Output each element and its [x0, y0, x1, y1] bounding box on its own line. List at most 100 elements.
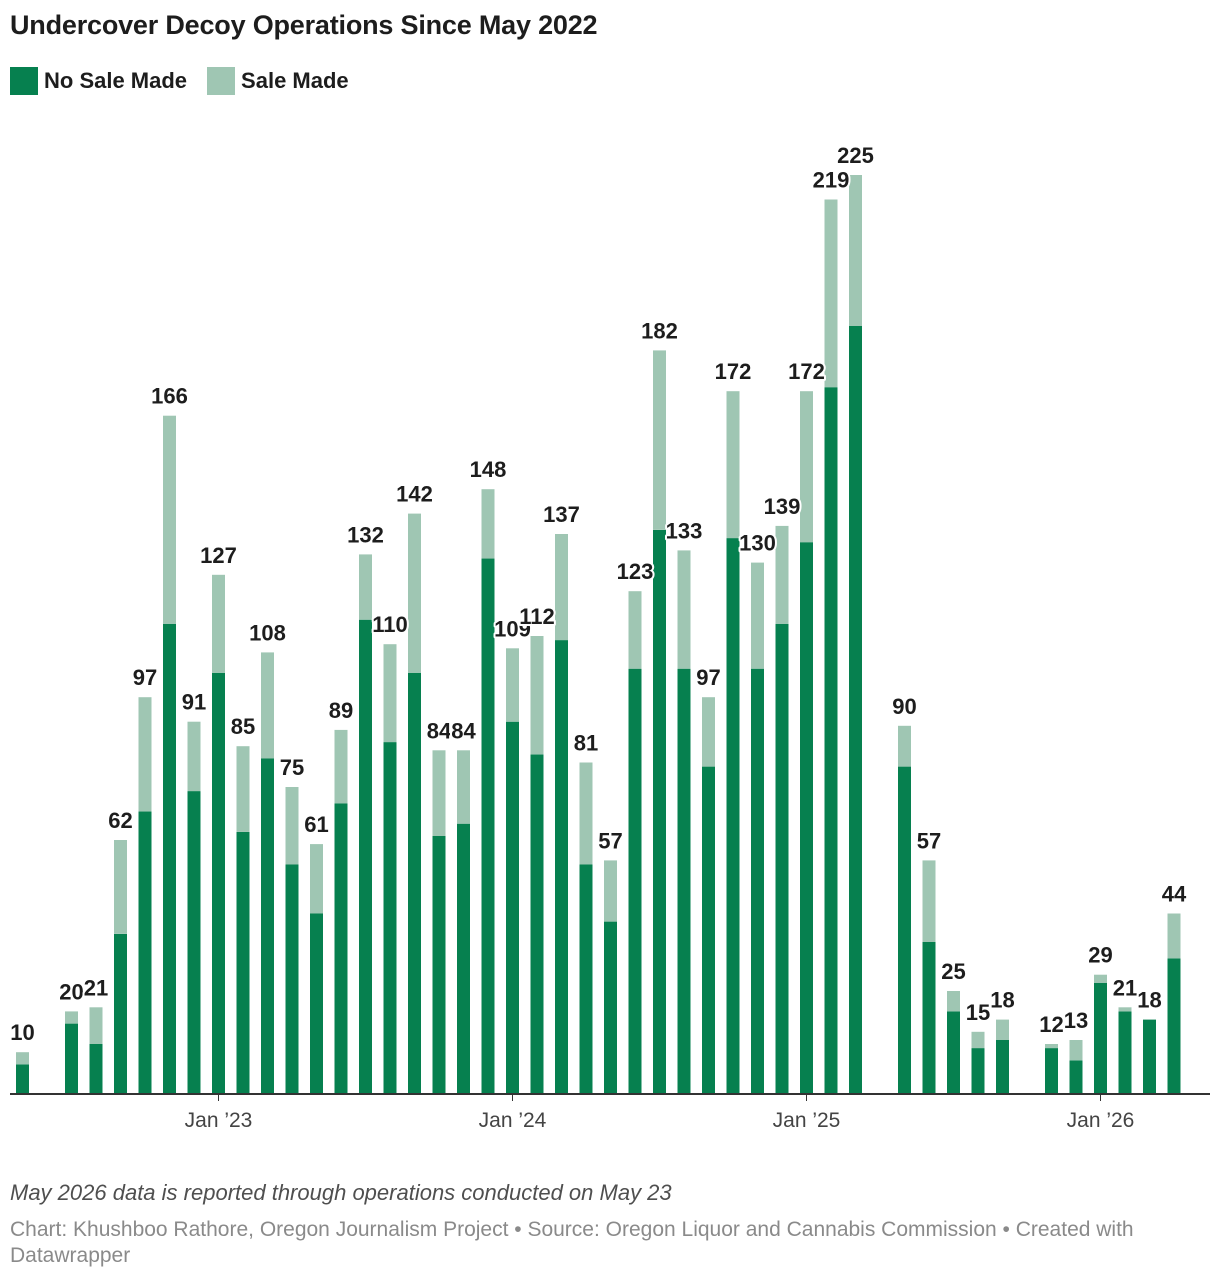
bar-sale-2023-08: [383, 644, 397, 743]
bar-no-sale-2025-03: [849, 326, 862, 1093]
bar-sale-2023-12: [481, 489, 495, 559]
bar-label-2022-10: 97: [133, 665, 157, 690]
bar-no-sale-2025-02: [824, 387, 838, 1093]
bar-no-sale-2022-05: [16, 1064, 29, 1093]
bar-label-2025-08: 15: [966, 1000, 990, 1025]
bar-sale-2024-09: [702, 697, 715, 767]
bar-label-2022-11: 166: [151, 384, 188, 409]
bar-sale-2024-10: [726, 391, 740, 539]
chart-credits: Chart: Khushboo Rathore, Oregon Journali…: [10, 1218, 1134, 1267]
bar-no-sale-2023-02: [236, 831, 250, 1093]
bar-no-sale-2023-12: [481, 558, 495, 1093]
legend-swatch-sale: [207, 67, 236, 95]
bar-label-2025-03: 225: [837, 143, 874, 168]
bar-no-sale-2023-01: [212, 672, 225, 1093]
bar-label-2026-04: 44: [1162, 882, 1187, 907]
legend-item-sale: Sale Made: [207, 67, 349, 95]
bar-sale-2025-07: [947, 991, 960, 1012]
chart-note: May 2026 data is reported through operat…: [10, 1180, 672, 1205]
bar-sale-2023-04: [285, 787, 299, 865]
bar-label-2022-05: 10: [10, 1020, 34, 1045]
bar-sale-2025-11: [1045, 1044, 1058, 1049]
bar-no-sale-2022-08: [89, 1044, 103, 1093]
x-tick-label-2024-01: Jan ’24: [479, 1109, 547, 1132]
bar-sale-2022-05: [16, 1052, 29, 1065]
bar-no-sale-2024-08: [677, 668, 691, 1093]
bar-no-sale-2024-02: [530, 754, 544, 1093]
bar-label-2022-12: 91: [182, 690, 206, 715]
bar-label-2024-06: 123: [617, 559, 654, 584]
bar-label-2023-03: 108: [249, 620, 286, 645]
bar-no-sale-2025-01: [800, 542, 813, 1093]
bar-no-sale-2026-01: [1094, 982, 1107, 1093]
bar-sale-2024-05: [604, 860, 617, 922]
bar-sale-2025-05: [898, 725, 911, 767]
bar-label-2024-05: 57: [598, 828, 622, 853]
bar-sale-2022-11: [163, 415, 176, 624]
bar-label-2024-12: 139: [764, 494, 801, 519]
chart-title: Undercover Decoy Operations Since May 20…: [10, 10, 598, 40]
bar-label-2024-10: 172: [715, 359, 752, 384]
bar-no-sale-2024-11: [751, 668, 764, 1093]
bar-no-sale-2022-09: [114, 933, 127, 1093]
bar-sale-2023-06: [334, 729, 348, 804]
bar-label-2023-05: 61: [304, 812, 328, 837]
bar-no-sale-2024-07: [653, 530, 666, 1093]
bar-sale-2025-03: [849, 175, 862, 326]
bar-label-2025-12: 13: [1064, 1008, 1088, 1033]
bar-label-2025-07: 25: [941, 959, 965, 984]
bar-sale-2024-08: [677, 550, 691, 669]
bar-no-sale-2022-07: [65, 1023, 78, 1093]
legend: No Sale Made Sale Made: [10, 66, 369, 96]
bar-sale-2022-12: [187, 721, 201, 792]
x-tick-label-2026-01: Jan ’26: [1067, 1109, 1135, 1132]
bar-label-2024-07: 182: [641, 318, 678, 343]
bar-sale-2025-02: [824, 199, 838, 388]
bar-label-2026-02: 21: [1113, 975, 1137, 1000]
bar-label-2025-01: 172: [788, 359, 825, 384]
bar-sale-2026-04: [1167, 913, 1181, 959]
bar-label-2023-06: 89: [329, 698, 353, 723]
x-axis-ticks: Jan ’23 Jan ’24 Jan ’25 Jan ’26: [185, 1094, 1135, 1132]
bar-sale-2023-09: [408, 513, 421, 673]
bar-no-sale-2024-10: [726, 538, 740, 1093]
bar-no-sale-2025-09: [996, 1040, 1009, 1093]
bar-no-sale-2024-03: [555, 640, 568, 1093]
bar-no-sale-2025-07: [947, 1011, 960, 1093]
bar-sale-2024-03: [555, 534, 568, 641]
bar-sale-2023-07: [359, 554, 372, 620]
bar-sale-2024-01: [506, 648, 519, 722]
bar-no-sale-2023-04: [285, 864, 299, 1093]
bar-label-2026-03: 18: [1137, 988, 1161, 1013]
bar-no-sale-2023-08: [383, 742, 397, 1093]
bar-sale-2025-12: [1069, 1040, 1083, 1061]
bar-no-sale-2023-10: [432, 836, 446, 1093]
bar-label-2024-03: 137: [543, 502, 580, 527]
bar-no-sale-2026-04: [1167, 958, 1181, 1093]
bar-label-2024-11: 130: [739, 531, 776, 556]
bar-no-sale-2023-07: [359, 619, 372, 1093]
bar-label-2025-02: 219: [813, 168, 850, 193]
bar-no-sale-2025-05: [898, 766, 911, 1093]
bars-layer: [16, 175, 1181, 1093]
bar-label-2023-10: 84: [427, 718, 452, 743]
bar-label-2023-02: 85: [231, 714, 255, 739]
bar-sale-2024-04: [579, 762, 593, 865]
bar-label-2023-12: 148: [470, 457, 507, 482]
legend-label-no-sale: No Sale Made: [44, 68, 188, 93]
bar-label-2022-08: 21: [84, 975, 108, 1000]
bar-sale-2023-05: [310, 844, 323, 914]
bar-label-2022-09: 62: [108, 808, 132, 833]
bar-no-sale-2023-05: [310, 913, 323, 1093]
bar-label-2023-11: 84: [451, 718, 476, 743]
bar-sale-2025-09: [996, 1019, 1009, 1040]
bar-sale-2022-07: [65, 1011, 78, 1024]
bar-label-2023-01: 127: [200, 543, 237, 568]
bar-no-sale-2023-03: [261, 758, 274, 1093]
bar-sale-2026-02: [1118, 1007, 1132, 1012]
bar-label-2023-08: 110: [372, 612, 408, 637]
bar-no-sale-2024-04: [579, 864, 593, 1093]
bar-sale-2024-02: [530, 636, 544, 755]
bar-no-sale-2023-06: [334, 803, 348, 1093]
